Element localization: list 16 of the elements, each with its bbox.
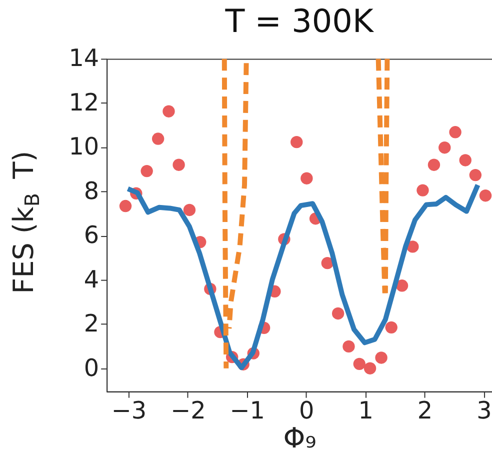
x-tick-label: 1 bbox=[358, 396, 374, 425]
y-tick-label: 8 bbox=[84, 176, 100, 205]
x-tick-label: 2 bbox=[417, 396, 433, 425]
y-tick-label: 6 bbox=[84, 221, 100, 250]
x-tick-label: −2 bbox=[170, 396, 206, 425]
x-tick-label: −3 bbox=[111, 396, 147, 425]
y-tick-label: 14 bbox=[68, 44, 100, 72]
y-tick-label: 0 bbox=[84, 354, 100, 382]
y-tick-label: 2 bbox=[84, 310, 100, 338]
y-tick-label: 10 bbox=[68, 132, 100, 161]
y-tick-label: 4 bbox=[84, 265, 100, 294]
x-tick-label: 3 bbox=[476, 396, 492, 425]
y-tick-label: 12 bbox=[68, 88, 100, 116]
chart-title: T = 300K bbox=[224, 2, 374, 40]
x-tick-label: −1 bbox=[230, 396, 265, 425]
y-axis-title: FES (kB T) bbox=[6, 150, 44, 294]
